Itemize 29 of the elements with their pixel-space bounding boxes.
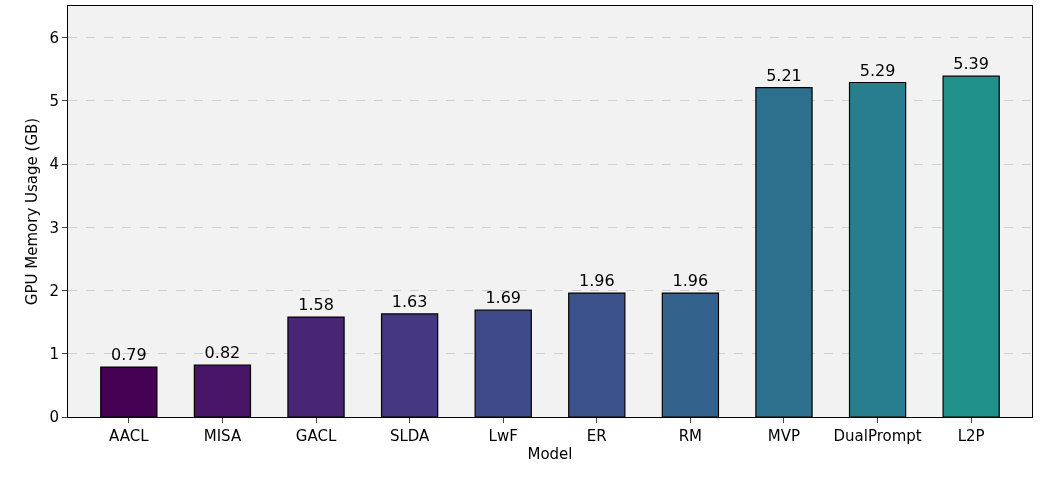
x-tick-label: LwF (488, 427, 518, 445)
data-label: 0.82 (204, 343, 241, 363)
data-label: 1.96 (578, 271, 615, 291)
x-tick-label: ER (586, 427, 607, 445)
y-tick-label: 0 (49, 408, 59, 427)
y-tick-label: 6 (49, 28, 59, 47)
x-axis-title: Model (527, 445, 573, 463)
x-tick-label: DualPrompt (833, 427, 922, 445)
x-tick-label: L2P (957, 427, 985, 445)
x-tick-label: GACL (295, 427, 337, 445)
y-tick-label: 3 (49, 218, 59, 237)
y-axis-title: GPU Memory Usage (GB) (22, 117, 41, 306)
x-tick-label: AACL (109, 427, 150, 445)
data-label: 0.79 (111, 345, 147, 365)
y-tick-label: 2 (49, 281, 59, 300)
data-label: 5.29 (859, 60, 896, 80)
x-tick-label: SLDA (389, 427, 431, 445)
data-label: 1.69 (485, 288, 522, 308)
data-label: 5.39 (953, 54, 989, 74)
data-label: 1.63 (391, 291, 428, 311)
y-tick-label: 4 (49, 155, 59, 174)
data-label: 1.58 (298, 295, 334, 315)
data-label: 1.96 (672, 271, 709, 291)
x-tick-label: MVP (767, 427, 801, 445)
y-tick-label: 5 (49, 92, 59, 111)
data-label: 5.21 (766, 65, 802, 85)
x-tick-label: RM (678, 427, 703, 445)
y-tick-label: 1 (49, 345, 59, 364)
x-tick-label: MISA (203, 427, 242, 445)
